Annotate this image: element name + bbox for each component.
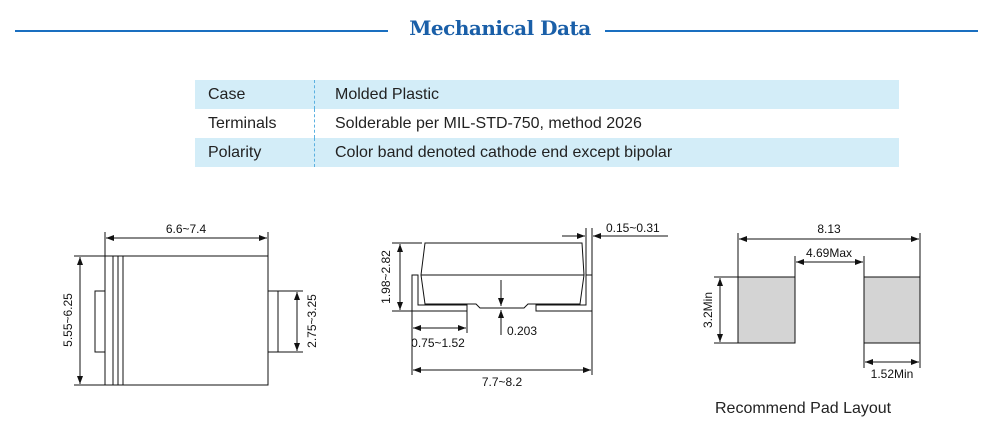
title-rule-left	[15, 30, 388, 32]
side-view	[392, 228, 668, 375]
dim-standoff: 0.203	[507, 324, 537, 338]
dim-body-height: 1.98~2.82	[379, 250, 393, 304]
dim-lead-height: 2.75~3.25	[305, 294, 319, 348]
dim-pad-height: 3.2Min	[701, 292, 715, 328]
section-title: Mechanical Data	[409, 16, 591, 40]
top-view	[74, 232, 303, 386]
row-value: Molded Plastic	[314, 80, 899, 109]
dim-pad-width: 1.52Min	[871, 367, 914, 381]
dim-lead-thickness: 0.15~0.31	[606, 221, 660, 235]
table-row: Terminals Solderable per MIL-STD-750, met…	[195, 109, 899, 138]
dim-pad-overall: 8.13	[817, 222, 841, 236]
title-rule-right	[605, 30, 978, 32]
pad-layout	[714, 233, 921, 368]
row-label: Polarity	[195, 138, 315, 167]
row-label: Case	[195, 80, 315, 109]
table-row: Polarity Color band denoted cathode end e…	[195, 138, 899, 167]
pad-layout-caption: Recommend Pad Layout	[715, 400, 892, 417]
dim-lead-length: 0.75~1.52	[411, 336, 465, 350]
table-row: Case Molded Plastic	[195, 80, 899, 109]
dim-overall-length: 7.7~8.2	[482, 375, 523, 389]
row-value: Color band denoted cathode end except bi…	[314, 138, 899, 167]
pad-left	[737, 276, 796, 344]
dim-pad-gap: 4.69Max	[806, 246, 852, 260]
pad-right	[863, 276, 921, 344]
row-value: Solderable per MIL-STD-750, method 2026	[335, 114, 642, 132]
dim-height: 5.55~6.25	[61, 293, 75, 347]
row-label: Terminals	[195, 109, 315, 138]
dim-width: 6.6~7.4	[166, 222, 207, 236]
mechanical-data-table: Case Molded Plastic Terminals Solderable p…	[195, 80, 899, 167]
